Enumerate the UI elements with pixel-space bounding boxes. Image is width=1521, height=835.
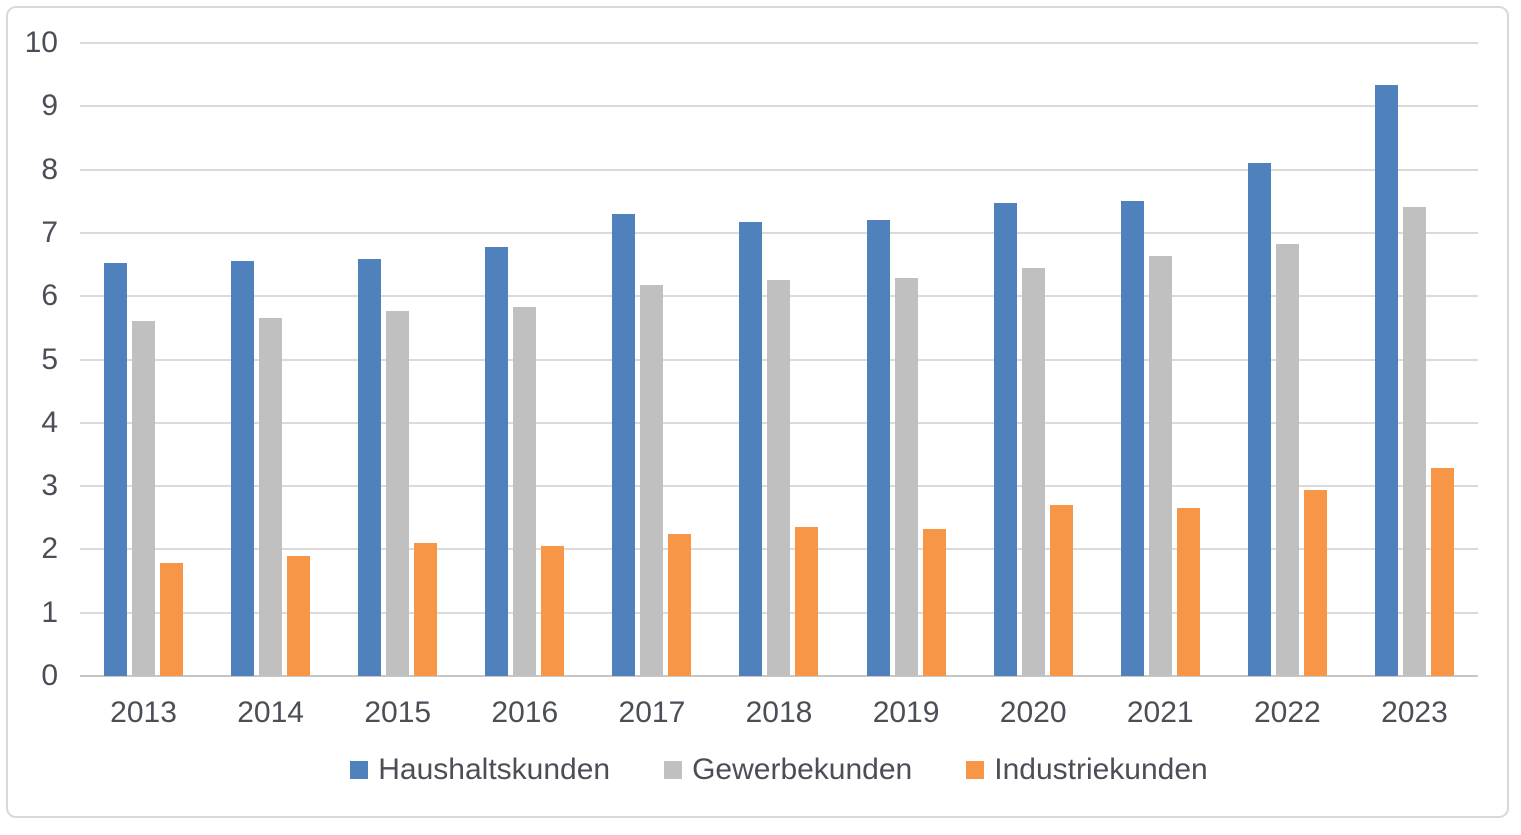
bar-haushaltskunden-2017 [612, 213, 636, 676]
y-tick-label: 1 [41, 595, 58, 629]
bar-group-2018 [715, 43, 842, 676]
x-tick-label: 2019 [872, 696, 940, 729]
bar-haushaltskunden-2018 [739, 222, 763, 676]
bar-group-2019 [843, 43, 970, 676]
legend-label-industriekunden: Industriekunden [994, 753, 1208, 786]
bar-group-2017 [588, 43, 715, 676]
x-tick-label: 2014 [237, 696, 304, 729]
bar-industriekunden-2020 [1049, 505, 1073, 676]
legend-item-haushaltskunden: Haushaltskunden [350, 753, 610, 786]
legend-label-haushaltskunden: Haushaltskunden [378, 753, 611, 786]
x-tick-label: 2013 [110, 696, 177, 729]
bar-gewerbekunden-2013 [132, 320, 156, 676]
bar-industriekunden-2015 [414, 543, 438, 676]
y-tick-label: 6 [41, 279, 58, 313]
bar-haushaltskunden-2013 [104, 263, 128, 676]
bar-industriekunden-2022 [1303, 489, 1327, 676]
bar-group-2013 [80, 43, 207, 676]
bar-industriekunden-2019 [922, 528, 946, 676]
bar-gewerbekunden-2018 [767, 279, 791, 676]
gridline [80, 231, 1478, 234]
legend-item-gewerbekunden: Gewerbekunden [664, 753, 912, 786]
bar-gewerbekunden-2015 [386, 310, 410, 676]
bar-group-2023 [1351, 43, 1478, 676]
x-tick-label: 2016 [491, 696, 559, 729]
bar-industriekunden-2014 [287, 556, 311, 676]
x-tick-label: 2023 [1381, 696, 1448, 729]
bar-group-2015 [334, 43, 461, 676]
x-tick-label: 2015 [364, 696, 432, 729]
legend-swatch-gewerbekunden [664, 760, 683, 779]
bar-group-2020 [970, 43, 1097, 676]
x-tick-label: 2020 [999, 696, 1067, 729]
bar-gewerbekunden-2021 [1148, 256, 1172, 676]
legend-item-industriekunden: Industriekunden [966, 753, 1208, 786]
bar-industriekunden-2016 [541, 546, 565, 676]
legend-swatch-industriekunden [966, 760, 985, 779]
x-tick-label: 2021 [1126, 696, 1194, 729]
y-tick-label: 8 [41, 152, 58, 186]
bar-gewerbekunden-2020 [1021, 267, 1045, 676]
y-tick-label: 7 [41, 215, 58, 249]
bar-group-2022 [1224, 43, 1351, 676]
bar-haushaltskunden-2020 [993, 202, 1017, 676]
bar-industriekunden-2017 [668, 533, 692, 676]
plot-area [80, 42, 1478, 677]
bar-industriekunden-2018 [795, 526, 819, 676]
y-tick-label: 9 [41, 89, 58, 123]
legend: Haushaltskunden Gewerbekunden Industriek… [80, 753, 1478, 786]
bar-group-2021 [1097, 43, 1224, 676]
legend-swatch-haushaltskunden [350, 760, 369, 779]
bar-gewerbekunden-2014 [259, 318, 283, 676]
y-tick-label: 3 [41, 469, 58, 503]
x-tick-label: 2018 [745, 696, 813, 729]
bar-haushaltskunden-2016 [485, 246, 509, 676]
y-tick-label: 4 [41, 405, 58, 439]
y-tick-label: 0 [41, 659, 58, 692]
y-tick-label: 10 [24, 26, 58, 59]
bar-group-2014 [207, 43, 334, 676]
bar-haushaltskunden-2014 [231, 261, 255, 676]
gridline [80, 105, 1478, 108]
chart-frame [6, 6, 1509, 818]
bar-haushaltskunden-2015 [358, 258, 382, 676]
legend-label-gewerbekunden: Gewerbekunden [692, 753, 913, 786]
bar-gewerbekunden-2019 [894, 277, 918, 676]
x-tick-label: 2017 [618, 696, 686, 729]
bar-industriekunden-2023 [1430, 468, 1454, 676]
bar-haushaltskunden-2023 [1374, 85, 1398, 676]
bar-gewerbekunden-2017 [640, 285, 664, 676]
bar-haushaltskunden-2021 [1120, 200, 1144, 676]
x-tick-label: 2022 [1253, 696, 1321, 729]
bar-gewerbekunden-2023 [1402, 206, 1426, 676]
y-tick-label: 5 [41, 342, 58, 376]
gridline [80, 168, 1478, 171]
bar-gewerbekunden-2016 [513, 306, 537, 676]
bar-group-2016 [461, 43, 588, 676]
gridline [80, 42, 1478, 44]
bar-haushaltskunden-2019 [866, 219, 890, 676]
bar-industriekunden-2013 [160, 563, 184, 676]
bar-gewerbekunden-2022 [1275, 243, 1299, 676]
x-axis-line [80, 675, 1478, 677]
bar-industriekunden-2021 [1176, 507, 1200, 676]
y-tick-label: 2 [41, 532, 58, 566]
bar-haushaltskunden-2022 [1247, 163, 1271, 676]
